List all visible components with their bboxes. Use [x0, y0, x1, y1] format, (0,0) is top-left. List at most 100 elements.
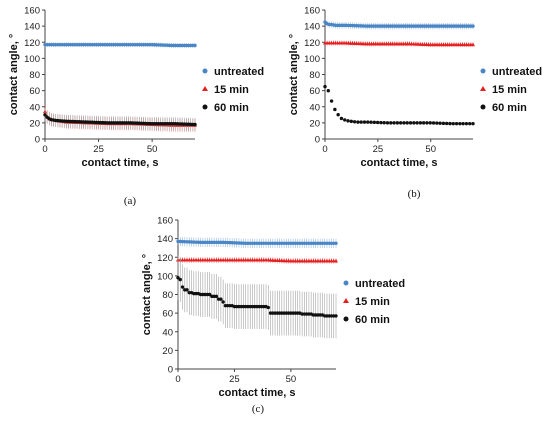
panel-label: (c) — [252, 403, 265, 415]
y-tick-label: 140 — [304, 22, 320, 33]
y-tick-label: 20 — [162, 346, 173, 357]
legend-marker-15-min — [343, 298, 349, 303]
legend-marker-15-min — [202, 86, 208, 91]
x-tick-label: 0 — [175, 374, 180, 385]
data-point — [425, 121, 429, 125]
y-tick-label: 160 — [157, 216, 173, 227]
data-point — [349, 119, 354, 124]
panel-2: 0 20 40 60 80 100 120 140 160 0 25 50 contact time, … — [288, 6, 542, 201]
data-point — [395, 121, 400, 125]
data-point — [369, 120, 373, 124]
data-point — [362, 120, 367, 124]
y-axis-label: contact angle, ° — [8, 34, 20, 115]
data-point — [412, 121, 416, 125]
data-point — [438, 121, 442, 125]
data-point — [444, 121, 449, 126]
data-point — [343, 118, 347, 122]
data-point — [392, 121, 396, 125]
panel-label: (a) — [124, 195, 137, 207]
data-point — [398, 121, 403, 125]
data-point — [185, 288, 189, 292]
data-point — [323, 84, 327, 89]
y-tick-label: 120 — [157, 253, 173, 264]
series-60-min — [43, 108, 197, 131]
data-point — [431, 121, 436, 125]
data-point — [334, 258, 338, 263]
legend-label-60-min: 60 min — [492, 102, 527, 114]
legend: untreated 15 min 60 min — [480, 66, 542, 114]
series-15-min — [323, 40, 475, 48]
legend-marker-15-min — [480, 86, 486, 91]
data-point — [180, 285, 185, 289]
data-point — [421, 121, 426, 125]
data-point — [461, 121, 465, 126]
data-point — [366, 120, 370, 124]
data-point — [471, 42, 475, 47]
x-tick-label: 25 — [373, 144, 384, 155]
y-tick-label: 40 — [29, 102, 40, 113]
data-point — [382, 121, 386, 125]
y-tick-label: 120 — [304, 38, 320, 49]
series-60-min — [323, 84, 475, 126]
data-point — [334, 241, 338, 245]
x-tick-label: 0 — [42, 144, 47, 155]
panel-3: 0 20 40 60 80 100 120 140 160 0 25 50 contact time, … — [141, 216, 405, 416]
y-tick-label: 100 — [304, 54, 320, 65]
legend-marker-untreated — [343, 280, 349, 286]
y-tick-label: 60 — [162, 309, 173, 320]
y-tick-label: 100 — [157, 271, 173, 282]
data-point — [415, 121, 419, 125]
x-tick-label: 50 — [425, 144, 436, 155]
data-point — [458, 121, 462, 126]
series-untreated — [323, 18, 475, 30]
legend-label-60-min: 60 min — [355, 314, 390, 326]
legend-marker-untreated — [202, 68, 208, 74]
data-point — [176, 276, 180, 280]
y-tick-label: 80 — [29, 70, 40, 81]
data-point — [464, 121, 469, 126]
legend-label-60-min: 60 min — [214, 102, 249, 114]
data-point — [375, 120, 380, 125]
data-point — [193, 43, 197, 48]
y-tick-label: 0 — [35, 135, 40, 146]
x-axis-label: contact time, s — [218, 387, 295, 399]
panel-label: (b) — [408, 188, 421, 200]
data-point — [454, 121, 459, 126]
y-tick-label: 40 — [309, 102, 320, 113]
data-point — [193, 122, 197, 127]
series-untreated — [176, 236, 338, 248]
panel-1: 0 20 40 60 80 100 120 140 160 0 25 50 contact time, … — [8, 6, 264, 208]
data-point — [346, 119, 350, 123]
data-point — [402, 121, 406, 125]
y-tick-label: 60 — [309, 86, 320, 97]
series-60-min — [176, 255, 338, 339]
x-tick-label: 50 — [147, 144, 158, 155]
data-point — [329, 99, 334, 103]
data-point — [471, 121, 475, 126]
x-axis-label: contact time, s — [81, 157, 158, 169]
y-tick-label: 160 — [304, 6, 320, 17]
y-tick-label: 140 — [157, 234, 173, 245]
data-point — [356, 120, 360, 124]
data-point — [336, 113, 340, 117]
x-tick-label: 25 — [93, 144, 104, 155]
y-tick-label: 40 — [162, 327, 173, 338]
y-axis-label: contact angle, ° — [288, 34, 300, 115]
y-axis-label: contact angle, ° — [141, 254, 153, 335]
x-tick-label: 50 — [286, 374, 297, 385]
legend-label-15-min: 15 min — [355, 296, 390, 308]
data-point — [266, 305, 270, 310]
y-tick-label: 120 — [24, 38, 40, 49]
data-point — [408, 121, 413, 125]
legend-marker-60-min — [202, 104, 208, 110]
y-tick-label: 20 — [309, 118, 320, 129]
y-tick-label: 0 — [168, 365, 173, 376]
y-tick-label: 80 — [309, 70, 320, 81]
data-point — [471, 24, 475, 28]
data-point — [221, 300, 225, 304]
legend-label-untreated: untreated — [355, 278, 405, 290]
data-point — [339, 116, 344, 121]
data-point — [405, 121, 409, 125]
data-point — [334, 314, 338, 318]
